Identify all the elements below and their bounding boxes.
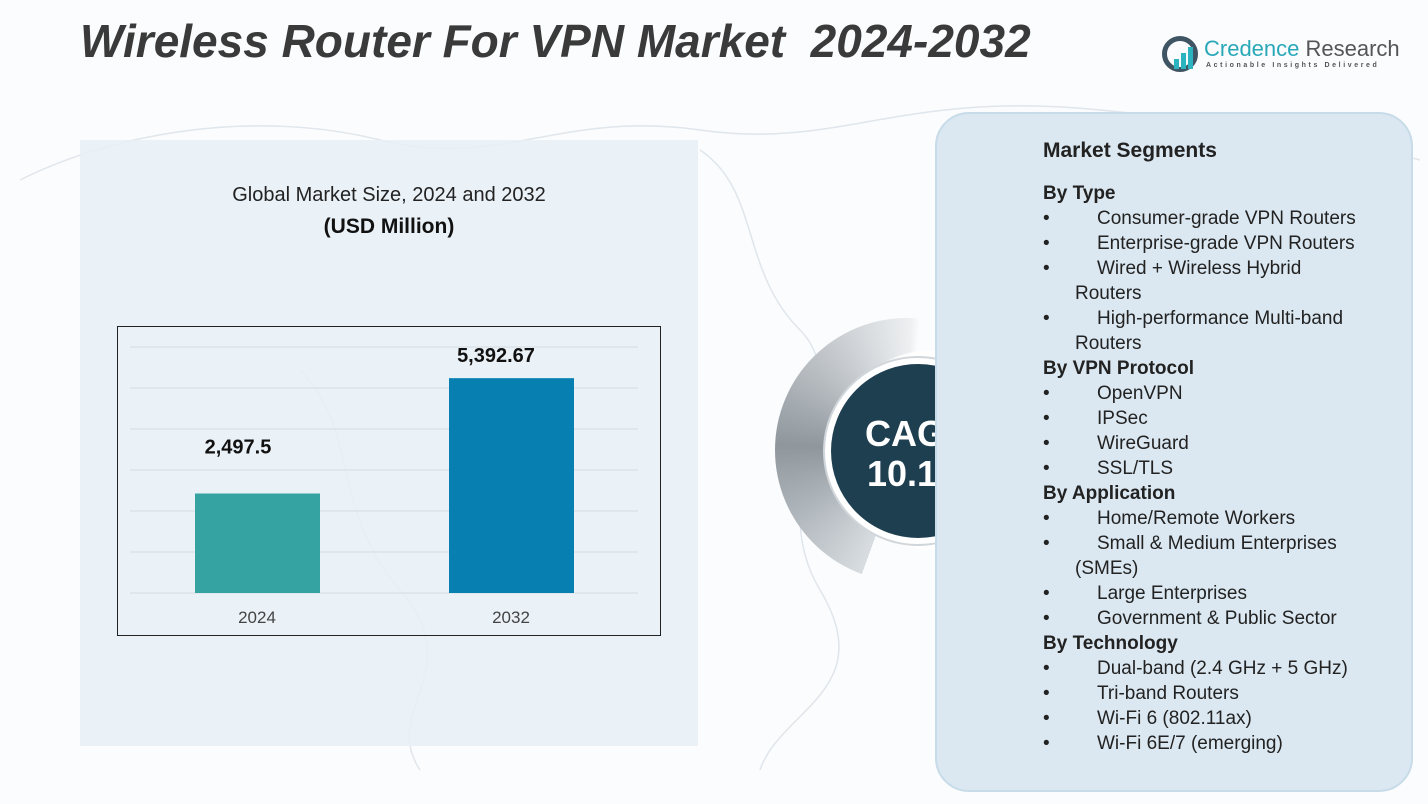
segment-item: Consumer-grade VPN Routers [1043,206,1413,231]
segment-item: IPSec [1043,406,1413,431]
segment-item-text: Large Enterprises [1097,583,1247,604]
segment-item-text: WireGuard [1097,433,1189,454]
segment-item-text: Government & Public Sector [1097,608,1337,629]
segment-group-title: By VPN Protocol [1043,358,1194,379]
segment-list: Dual-band (2.4 GHz + 5 GHz) Tri-band Rout… [1043,656,1413,756]
data-label: 5,392.67 [457,345,535,367]
segment-item: Small & Medium Enterprises (SMEs) [1043,531,1413,581]
segment-item: High-performance Multi-band Routers [1043,306,1413,356]
segment-item: OpenVPN [1043,381,1413,406]
chart-panel [80,140,698,746]
segment-item-text: Wired + Wireless Hybrid [1097,258,1302,279]
segment-item: Wi-Fi 6E/7 (emerging) [1043,731,1413,756]
logo-chart-icon [1162,36,1198,72]
x-tick-label: 2032 [492,608,530,627]
page-title: Wireless Router For VPN Market 2024-2032 [80,15,1031,67]
segment-item: Dual-band (2.4 GHz + 5 GHz) [1043,656,1413,681]
segment-item-text: Small & Medium Enterprises [1097,533,1337,554]
x-tick-label: 2024 [238,608,276,627]
segment-item-text: Wi-Fi 6E/7 (emerging) [1097,733,1283,754]
segment-group-title: By Technology [1043,633,1178,654]
segment-list: Home/Remote WorkersSmall & Medium Enterp… [1043,506,1413,631]
segment-item: Large Enterprises [1043,581,1413,606]
bar-2024 [195,493,320,593]
bar-2032 [449,378,574,593]
segment-item: WireGuard [1043,431,1413,456]
credence-research-logo: Credence Research Actionable Insights De… [1160,34,1400,78]
segment-item: Tri-band Routers [1043,681,1413,706]
segment-item-text: SSL/TLS [1097,458,1174,479]
segment-item-text: Routers [1075,333,1142,354]
segment-group-title: By Application [1043,483,1176,504]
segment-item: SSL/TLS [1043,456,1413,481]
segment-item-text: (SMEs) [1075,558,1139,579]
segment-item-text: High-performance Multi-band [1097,308,1344,329]
segment-item-text: Consumer-grade VPN Routers [1097,208,1356,229]
segment-item: Wired + Wireless Hybrid Routers [1043,256,1413,306]
segment-list: Consumer-grade VPN Routers Enterprise-gra… [1043,206,1413,356]
segment-list: OpenVPN IPSec WireGuard SSL/TLS [1043,381,1413,481]
bar-chart: 2,497.5 2024 5,392.67 2032 [117,326,661,636]
segment-item: Wi-Fi 6 (802.11ax) [1043,706,1413,731]
segment-item: Government & Public Sector [1043,606,1413,631]
market-segments: Market Segments By TypeConsumer-grade VP… [1043,138,1413,756]
segment-item: Home/Remote Workers [1043,506,1413,531]
data-label: 2,497.5 [205,437,272,459]
segment-item: Enterprise-grade VPN Routers [1043,231,1413,256]
segment-item-text: Enterprise-grade VPN Routers [1097,233,1355,254]
bar-chart-svg: 2,497.5 2024 5,392.67 2032 [130,345,638,627]
segment-item-text: OpenVPN [1097,383,1183,404]
chart-title: Global Market Size, 2024 and 2032 [232,184,546,206]
segment-item-text: Routers [1075,283,1142,304]
segment-item-text: Home/Remote Workers [1097,508,1296,529]
segment-group-title: By Type [1043,183,1116,204]
segment-item-text: IPSec [1097,408,1148,429]
segment-item-text: Tri-band Routers [1097,683,1239,704]
segment-item-text: Wi-Fi 6 (802.11ax) [1097,708,1252,729]
segment-item-text: Dual-band (2.4 GHz + 5 GHz) [1097,658,1348,679]
chart-unit: (USD Million) [323,215,455,238]
segments-heading: Market Segments [1043,139,1217,162]
